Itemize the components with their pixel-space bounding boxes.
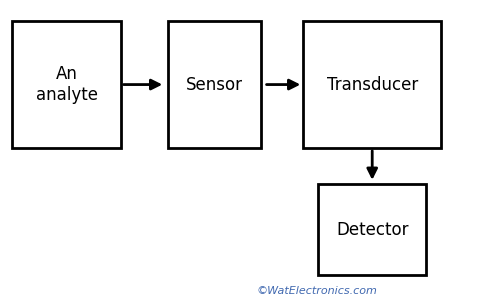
Bar <box>303 21 441 148</box>
Text: An
analyte: An analyte <box>35 65 98 104</box>
Bar <box>168 21 261 148</box>
Text: Transducer: Transducer <box>326 76 418 94</box>
Text: Detector: Detector <box>336 220 409 239</box>
Bar <box>318 184 426 275</box>
Bar <box>12 21 121 148</box>
Text: ©WatElectronics.com: ©WatElectronics.com <box>256 286 377 296</box>
Text: Sensor: Sensor <box>186 76 243 94</box>
